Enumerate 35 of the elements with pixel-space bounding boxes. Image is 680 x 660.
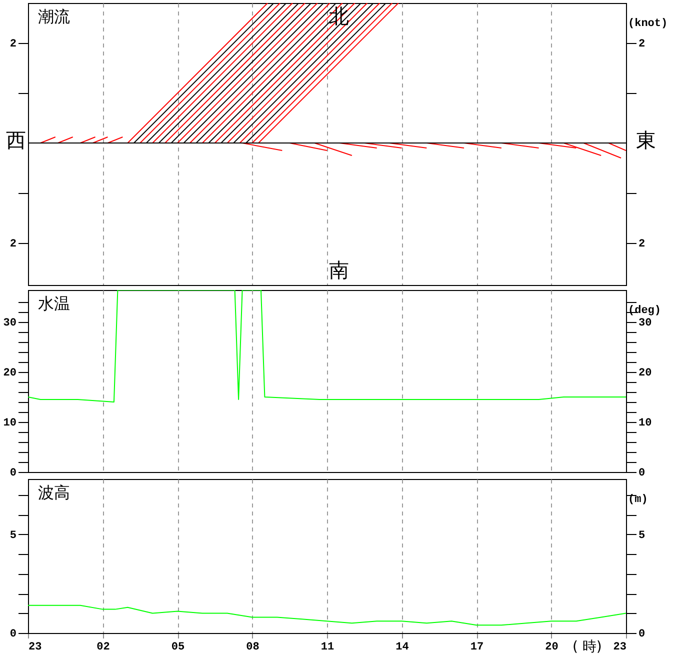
y-tick-label: 20 <box>3 368 16 380</box>
x-tick-label: 23 <box>613 642 627 654</box>
x-tick-label: 11 <box>320 642 334 654</box>
x-tick-label: 17 <box>470 642 484 654</box>
y-tick-label: 5 <box>10 530 17 542</box>
y-tick-label: 2 <box>10 238 16 250</box>
y2-tick-label: 10 <box>638 418 652 430</box>
x-tick-label: 02 <box>96 642 110 654</box>
y-tick-label: 0 <box>10 468 16 480</box>
y-tick-label: 30 <box>3 318 16 330</box>
chart-title: 波高 <box>38 483 70 502</box>
y-tick-label: 10 <box>3 418 16 430</box>
x-tick-label: 14 <box>396 642 410 654</box>
chart-title: 潮流 <box>38 7 70 26</box>
y2-tick-label: 0 <box>638 468 646 480</box>
y2-tick-label: 0 <box>638 628 646 640</box>
y2-tick-label: 20 <box>638 368 652 380</box>
text: 西 <box>6 128 26 152</box>
y-tick-label: 2 <box>10 38 16 50</box>
text: 東 <box>636 128 656 152</box>
chart-title: 水温 <box>38 294 70 313</box>
y2-tick-label: 2 <box>638 38 646 50</box>
x-tick-label: 20 <box>545 642 558 654</box>
y2-tick-label: 30 <box>638 318 652 330</box>
y2-tick-label: 5 <box>638 530 646 542</box>
x-axis-title: ( 時) <box>572 639 602 655</box>
y-tick-label: 0 <box>10 628 16 640</box>
x-tick-label: 05 <box>171 642 185 654</box>
x-tick-label: 08 <box>246 642 260 654</box>
y2-axis-title: (knot) <box>628 18 668 30</box>
annotation: 南 <box>328 258 349 282</box>
y2-axis-title: (deg) <box>628 305 662 317</box>
x-tick-label: 23 <box>28 642 42 654</box>
y2-tick-label: 2 <box>638 238 646 250</box>
y2-axis-title: (m) <box>628 494 648 506</box>
